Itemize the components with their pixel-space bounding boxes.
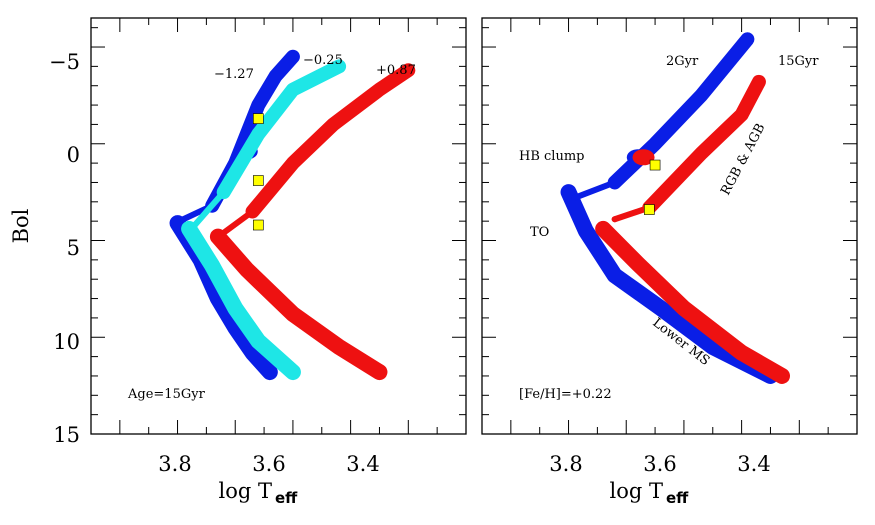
right-x-axis-subscript: eff <box>666 489 689 507</box>
yellow-marker <box>649 159 661 171</box>
yellow-marker <box>644 204 655 215</box>
right-xtick-label: 3.6 <box>643 452 676 476</box>
left-ytick-label: −5 <box>49 50 80 74</box>
left-panel: 3.8 3.6 3.4 −5 0 5 10 15 Bol log T eff A… <box>9 17 467 507</box>
right-xtick-label: 3.4 <box>737 452 770 476</box>
left-ytick-label: 0 <box>67 143 80 167</box>
cyan-giant-branch <box>216 59 347 200</box>
cyan-turnoff-point <box>191 222 198 229</box>
red-main-sequence <box>595 220 790 384</box>
right-panel: 3.8 3.6 3.4 log T eff 2Gyr 15Gyr HB clum… <box>481 17 858 507</box>
blue-turnoff-point <box>571 194 578 201</box>
cyan-subgiant-branch <box>191 189 227 229</box>
blue-subgiant-branch <box>571 179 618 201</box>
left-ytick-label: 10 <box>53 330 80 354</box>
red-hb-clump <box>632 149 655 166</box>
right-age-label-young: 2Gyr <box>666 54 699 69</box>
yellow-marker <box>253 113 264 124</box>
right-xtick-label: 3.8 <box>549 452 582 476</box>
red-giant-branch <box>642 74 766 215</box>
red-turnoff-point <box>220 229 227 236</box>
right-hb-clump-label: HB clump <box>519 149 584 164</box>
right-plot-data <box>560 32 790 384</box>
blue-main-sequence <box>560 184 779 384</box>
red-giant-branch <box>245 63 416 219</box>
left-ytick-label: 15 <box>53 423 80 447</box>
left-ticks <box>90 18 467 435</box>
red-turnoff-point <box>611 216 618 223</box>
right-x-axis-title: log T <box>610 479 663 503</box>
right-ticks <box>481 18 858 435</box>
right-turnoff-label: TO <box>530 225 549 240</box>
left-y-axis-title: Bol <box>9 208 33 243</box>
left-x-axis-title: log T <box>219 479 272 503</box>
left-xtick-label: 3.8 <box>158 452 191 476</box>
red-subgiant-branch <box>220 208 256 236</box>
left-met-label-mid: −0.25 <box>303 53 343 68</box>
left-plot-frame <box>90 17 467 435</box>
left-plot-data <box>169 49 416 381</box>
blue-turnoff-point <box>180 216 187 223</box>
yellow-marker <box>253 175 264 186</box>
left-age-annotation: Age=15Gyr <box>127 387 206 402</box>
left-xtick-label: 3.6 <box>252 452 285 476</box>
right-feh-annotation: [Fe/H]=+0.22 <box>519 387 612 402</box>
left-ytick-label: 5 <box>67 236 80 260</box>
right-age-label-old: 15Gyr <box>778 54 819 69</box>
yellow-marker <box>253 219 264 231</box>
red-subgiant-branch <box>611 204 653 223</box>
right-plot-frame <box>481 17 858 435</box>
left-met-label-high: +0.87 <box>376 63 416 78</box>
left-xtick-label: 3.4 <box>346 452 379 476</box>
red-main-sequence <box>209 228 388 381</box>
left-x-axis-subscript: eff <box>275 489 298 507</box>
cyan-main-sequence <box>181 220 301 381</box>
left-met-label-low: −1.27 <box>214 67 254 82</box>
